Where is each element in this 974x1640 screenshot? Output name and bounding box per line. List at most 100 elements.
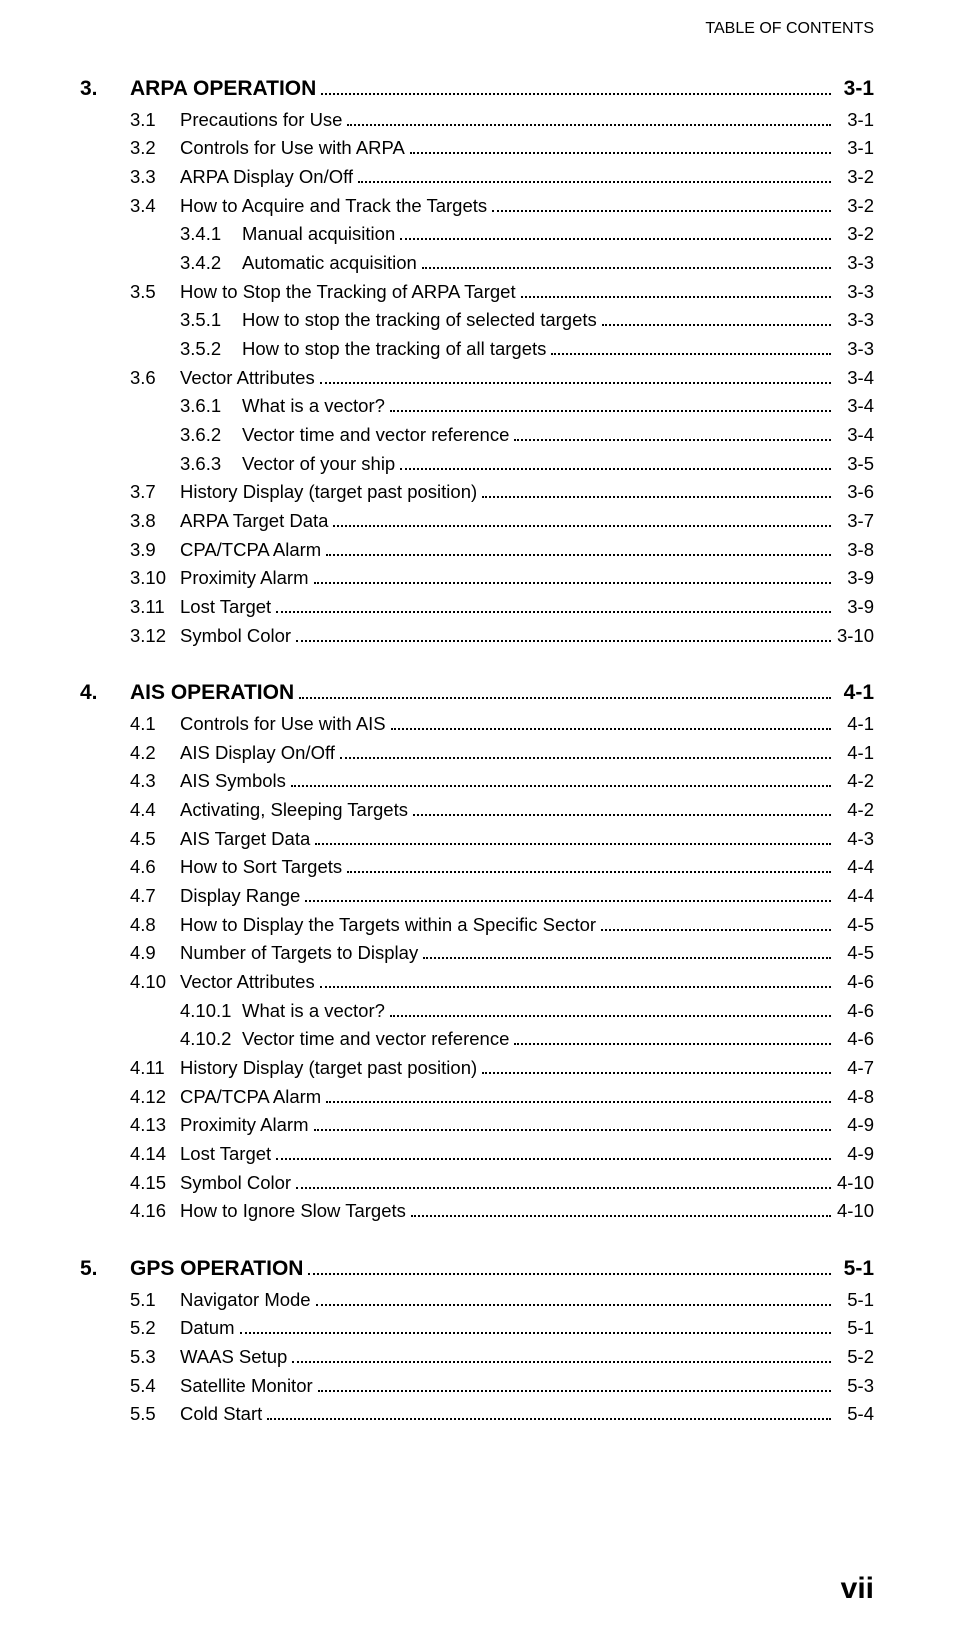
toc-entry-page: 4-10 [834,1169,874,1198]
toc-entry-title: Satellite Monitor [180,1372,315,1401]
toc-entry-row: 4.6How to Sort Targets 4-4 [80,853,874,882]
toc-entry-number: 3.2 [130,134,180,163]
toc-entry-page: 3-3 [834,249,874,278]
toc-entry-title: CPA/TCPA Alarm [180,536,323,565]
toc-entry-number: 5.4 [130,1372,180,1401]
leader-dots [340,740,831,759]
toc-entry-number: 4.2 [130,739,180,768]
toc-entry-row: 3.6.2Vector time and vector reference3-4 [80,421,874,450]
toc-entry-title: WAAS Setup [180,1343,289,1372]
toc-page: TABLE OF CONTENTS 3.ARPA OPERATION3-13.1… [0,0,974,1640]
toc-entry-title: AIS Display On/Off [180,739,337,768]
leader-dots [391,711,831,730]
toc-entry-title: Controls for Use with AIS [180,710,388,739]
toc-entry-page: 4-7 [834,1054,874,1083]
toc-entry-page: 4-8 [834,1083,874,1112]
toc-entry-title: How to Ignore Slow Targets [180,1197,408,1226]
toc-entry-row: 4.14Lost Target4-9 [80,1140,874,1169]
toc-body: 3.ARPA OPERATION3-13.1Precautions for Us… [80,72,874,1455]
toc-entry-row: 3.1Precautions for Use3-1 [80,106,874,135]
toc-entry-page: 4-1 [834,710,874,739]
toc-entry-row: 4.11History Display (target past positio… [80,1054,874,1083]
toc-entry-page: 3-9 [834,564,874,593]
leader-dots [321,74,831,95]
leader-dots [400,222,831,241]
leader-dots [314,1113,832,1132]
toc-chapter-row: 5.GPS OPERATION5-1 [80,1252,874,1286]
toc-entry-number: 3.4.2 [180,249,242,278]
toc-entry-row: 5.1Navigator Mode 5-1 [80,1286,874,1315]
toc-entry-page: 4-2 [834,796,874,825]
toc-entry-number: 3.6.1 [180,392,242,421]
toc-chapter-page: 5-1 [834,1252,874,1286]
leader-dots [400,451,831,470]
toc-entry-row: 4.5AIS Target Data4-3 [80,825,874,854]
toc-entry-number: 3.6.3 [180,450,242,479]
leader-dots [276,1141,831,1160]
toc-entry-number: 4.10.2 [180,1025,242,1054]
toc-entry-title: Navigator Mode [180,1286,313,1315]
toc-entry-row: 3.8ARPA Target Data3-7 [80,507,874,536]
toc-entry-number: 4.13 [130,1111,180,1140]
toc-entry-number: 3.10 [130,564,180,593]
toc-entry-title: Symbol Color [180,1169,293,1198]
toc-chapter-page: 4-1 [834,676,874,710]
toc-chapter-page: 3-1 [834,72,874,106]
toc-entry-title: ARPA Display On/Off [180,163,355,192]
leader-dots [347,855,831,874]
toc-chapter-title: ARPA OPERATION [130,72,318,106]
toc-entry-number: 5.1 [130,1286,180,1315]
toc-entry-page: 3-8 [834,536,874,565]
leader-dots [320,365,831,384]
toc-entry-number: 3.4.1 [180,220,242,249]
leader-dots [291,769,831,788]
toc-entry-page: 4-5 [834,939,874,968]
toc-entry-row: 3.6.3Vector of your ship3-5 [80,450,874,479]
toc-entry-number: 4.8 [130,911,180,940]
toc-entry-page: 4-4 [834,853,874,882]
leader-dots [602,308,831,327]
toc-entry-number: 3.12 [130,622,180,651]
toc-entry-page: 3-2 [834,192,874,221]
toc-entry-page: 3-2 [834,163,874,192]
leader-dots [411,1199,831,1218]
toc-entry-row: 4.15Symbol Color4-10 [80,1169,874,1198]
leader-dots [316,1287,831,1306]
toc-entry-title: How to Sort Targets [180,853,344,882]
toc-entry-row: 4.3AIS Symbols4-2 [80,767,874,796]
toc-entry-number: 3.1 [130,106,180,135]
toc-entry-number: 3.7 [130,478,180,507]
leader-dots [308,1254,831,1275]
toc-entry-page: 3-9 [834,593,874,622]
leader-dots [482,1055,831,1074]
toc-entry-number: 3.9 [130,536,180,565]
toc-chapter-number: 4. [80,676,130,710]
toc-entry-title: What is a vector? [242,997,387,1026]
toc-chapter-row: 3.ARPA OPERATION3-1 [80,72,874,106]
toc-entry-row: 3.5.2How to stop the tracking of all tar… [80,335,874,364]
toc-entry-number: 4.16 [130,1197,180,1226]
toc-entry-page: 5-1 [834,1286,874,1315]
toc-entry-page: 3-3 [834,306,874,335]
toc-entry-number: 4.4 [130,796,180,825]
toc-entry-row: 3.4How to Acquire and Track the Targets3… [80,192,874,221]
toc-entry-number: 4.6 [130,853,180,882]
toc-entry-row: 3.7History Display (target past position… [80,478,874,507]
leader-dots [423,941,831,960]
toc-entry-page: 3-4 [834,364,874,393]
toc-entry-number: 3.11 [130,593,180,622]
toc-entry-title: How to Acquire and Track the Targets [180,192,489,221]
toc-entry-title: Vector Attributes [180,364,317,393]
toc-entry-page: 4-1 [834,739,874,768]
page-number: vii [841,1572,874,1606]
toc-entry-row: 4.2AIS Display On/Off 4-1 [80,739,874,768]
leader-dots [326,537,831,556]
toc-entry-page: 3-4 [834,392,874,421]
toc-entry-row: 3.6Vector Attributes3-4 [80,364,874,393]
toc-entry-row: 4.8How to Display the Targets within a S… [80,911,874,940]
toc-entry-row: 3.10Proximity Alarm3-9 [80,564,874,593]
toc-entry-title: History Display (target past position) [180,1054,479,1083]
toc-entry-row: 3.12Symbol Color3-10 [80,622,874,651]
toc-entry-number: 3.5 [130,278,180,307]
toc-entry-number: 4.12 [130,1083,180,1112]
